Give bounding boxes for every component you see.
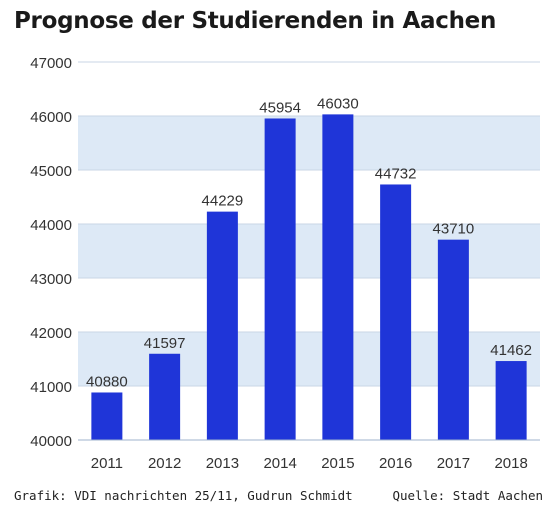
data-label: 41462 bbox=[490, 342, 532, 359]
data-label: 44732 bbox=[375, 165, 417, 182]
x-tick-label: 2015 bbox=[321, 455, 354, 472]
bar bbox=[437, 239, 469, 440]
y-tick-label: 47000 bbox=[30, 55, 72, 72]
x-tick-label: 2018 bbox=[494, 455, 527, 472]
x-tick-label: 2016 bbox=[379, 455, 412, 472]
bar bbox=[149, 353, 181, 440]
y-tick-label: 44000 bbox=[30, 217, 72, 234]
y-tick-label: 42000 bbox=[30, 325, 72, 342]
data-label: 40880 bbox=[86, 373, 128, 390]
y-tick-label: 40000 bbox=[30, 433, 72, 450]
x-tick-label: 2012 bbox=[148, 455, 181, 472]
grid-band bbox=[78, 116, 540, 170]
data-label: 46030 bbox=[317, 95, 359, 112]
x-tick-label: 2014 bbox=[263, 455, 296, 472]
bar bbox=[322, 114, 354, 440]
data-label: 44229 bbox=[202, 193, 244, 210]
y-tick-label: 41000 bbox=[30, 379, 72, 396]
footer-credit: Grafik: VDI nachrichten 25/11, Gudrun Sc… bbox=[14, 488, 353, 503]
data-label: 41597 bbox=[144, 335, 186, 352]
bar bbox=[495, 361, 527, 440]
data-label: 43710 bbox=[433, 221, 475, 238]
x-tick-label: 2011 bbox=[91, 455, 123, 472]
chart-title: Prognose der Studierenden in Aachen bbox=[14, 8, 497, 34]
y-tick-label: 46000 bbox=[30, 109, 72, 126]
bar bbox=[91, 392, 123, 440]
y-tick-label: 45000 bbox=[30, 163, 72, 180]
data-label: 45954 bbox=[259, 99, 301, 116]
y-tick-label: 43000 bbox=[30, 271, 72, 288]
x-tick-label: 2013 bbox=[206, 455, 239, 472]
bar bbox=[264, 118, 296, 440]
x-tick-label: 2017 bbox=[437, 455, 470, 472]
bar bbox=[380, 184, 412, 440]
footer-source: Quelle: Stadt Aachen bbox=[392, 488, 543, 503]
bar bbox=[206, 211, 238, 440]
